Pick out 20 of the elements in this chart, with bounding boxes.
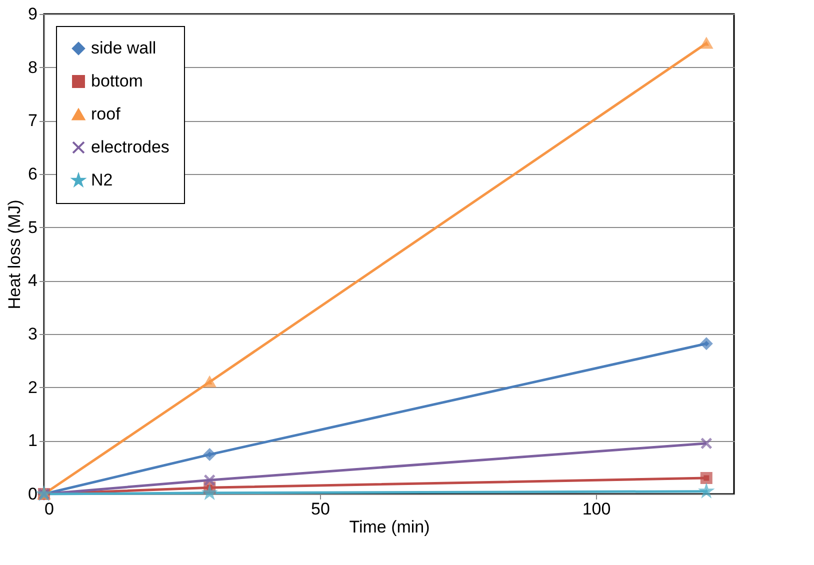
- y-tick-label: 5: [28, 218, 38, 237]
- y-tick-label: 8: [28, 58, 38, 77]
- y-axis-title: Heat loss (MJ): [5, 200, 24, 310]
- legend-label: N2: [91, 170, 113, 190]
- x-tick-label: 0: [44, 500, 54, 518]
- x-tick-label: 100: [582, 500, 611, 518]
- legend-label: side wall: [91, 38, 156, 58]
- x-axis-title: Time (min): [349, 518, 430, 536]
- y-tick-label: 9: [28, 4, 38, 24]
- legend-label: roof: [91, 104, 121, 124]
- y-tick-label: 7: [28, 111, 38, 130]
- y-tick-label: 0: [28, 484, 38, 504]
- y-tick-label: 3: [28, 324, 38, 344]
- legend-label: bottom: [91, 72, 143, 90]
- y-tick-label: 2: [28, 378, 38, 397]
- legend-label: electrodes: [91, 138, 170, 156]
- y-tick-label: 4: [28, 271, 38, 290]
- y-tick-label: 6: [28, 164, 38, 184]
- y-tick-label: 1: [28, 431, 38, 450]
- x-tick-label: 50: [311, 500, 330, 518]
